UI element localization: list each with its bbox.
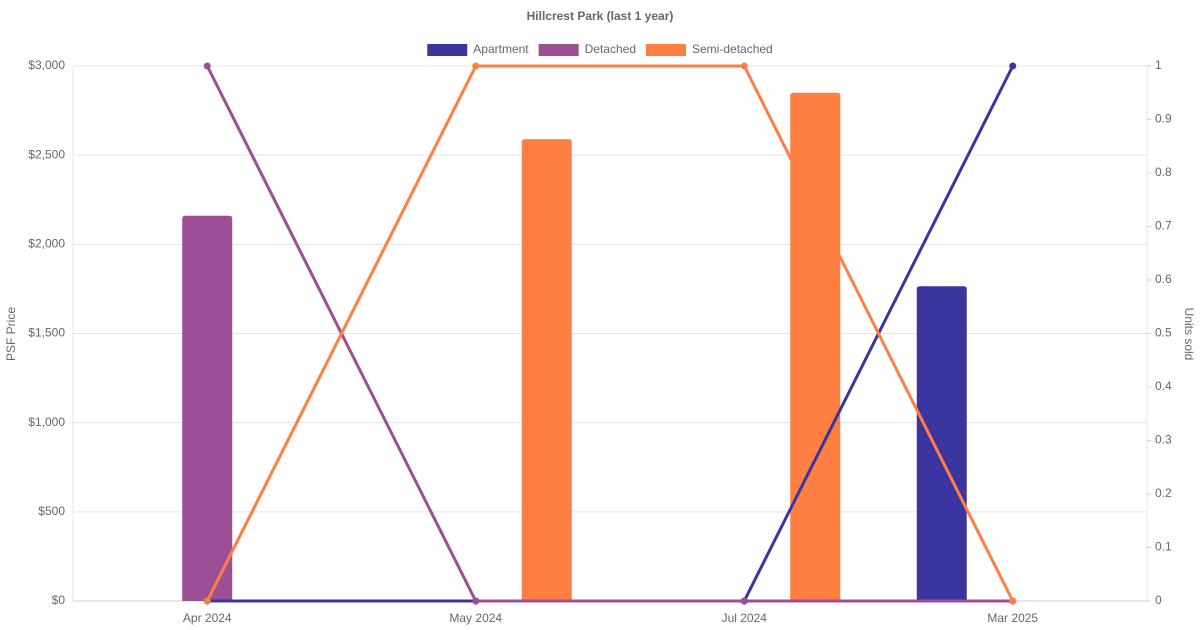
- legend-item: Detached: [538, 42, 636, 56]
- units-point: [203, 597, 211, 605]
- y-tick-label: $2,000: [28, 237, 65, 251]
- y-axis-label: PSF Price: [4, 307, 18, 361]
- legend-swatch: [538, 44, 579, 56]
- bar: [521, 139, 572, 601]
- y2-tick-label: 0.6: [1155, 272, 1172, 286]
- y2-tick-label: 0.7: [1155, 219, 1172, 233]
- units-point: [472, 597, 480, 605]
- legend-label: Semi-detached: [692, 42, 773, 56]
- x-tick-label: May 2024: [449, 611, 502, 625]
- y2-tick-label: 0.9: [1155, 112, 1172, 126]
- y2-tick-label: 0.8: [1155, 165, 1172, 179]
- legend-item: Apartment: [427, 42, 529, 56]
- units-point: [472, 62, 480, 70]
- bar: [790, 92, 841, 601]
- units-point: [740, 62, 748, 70]
- units-point: [1009, 597, 1017, 605]
- y-tick-label: $1,500: [28, 326, 65, 340]
- units-point: [203, 62, 211, 70]
- legend-label: Apartment: [473, 42, 529, 56]
- y2-tick-label: 0: [1155, 593, 1162, 607]
- x-tick-label: Jul 2024: [722, 611, 768, 625]
- x-tick-label: Apr 2024: [183, 611, 232, 625]
- bar: [916, 286, 967, 601]
- y-tick-label: $3,000: [28, 58, 65, 72]
- y2-tick-label: 0.1: [1155, 540, 1172, 554]
- y-tick-label: $500: [38, 504, 65, 518]
- bar: [182, 215, 233, 602]
- legend-swatch: [646, 44, 687, 56]
- x-tick-label: Mar 2025: [987, 611, 1038, 625]
- y2-tick-label: 0.3: [1155, 433, 1172, 447]
- y2-tick-label: 0.4: [1155, 379, 1172, 393]
- y-tick-label: $2,500: [28, 147, 65, 161]
- units-point: [1009, 62, 1017, 70]
- legend-label: Detached: [585, 42, 636, 56]
- y2-tick-label: 1: [1155, 58, 1162, 72]
- units-point: [740, 597, 748, 605]
- legend-item: Semi-detached: [646, 42, 773, 56]
- y2-tick-label: 0.5: [1155, 326, 1172, 340]
- chart-title: Hillcrest Park (last 1 year): [527, 9, 674, 23]
- y2-tick-label: 0.2: [1155, 486, 1172, 500]
- y-tick-label: $1,000: [28, 415, 65, 429]
- legend-swatch: [427, 44, 468, 56]
- y-tick-label: $0: [52, 593, 66, 607]
- y2-axis-label: Units sold: [1182, 308, 1196, 361]
- units-line: [205, 64, 1015, 602]
